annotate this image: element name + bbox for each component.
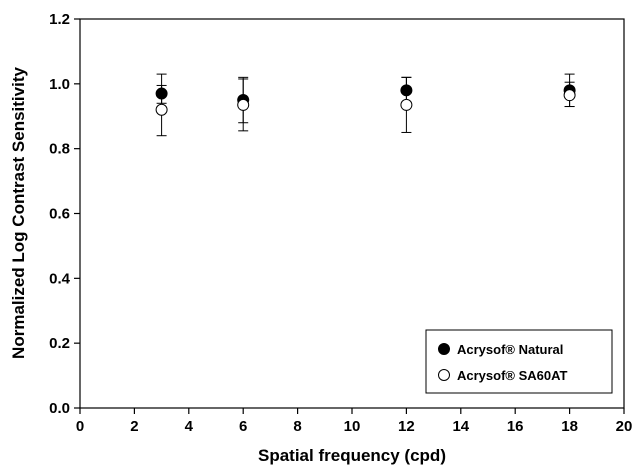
data-point-sa60at — [400, 98, 413, 111]
y-tick-label: 1.2 — [49, 11, 70, 28]
x-axis: 0 2 4 6 8 10 12 14 16 18 20 — [76, 408, 633, 435]
data-point-sa60at — [237, 98, 250, 111]
y-tick-label: 0.4 — [49, 270, 71, 287]
x-tick-label: 2 — [130, 418, 138, 435]
legend-label-natural: Acrysof® Natural — [457, 342, 563, 357]
y-tick-label: 0.6 — [49, 206, 70, 223]
y-tick-label: 1.0 — [49, 76, 70, 93]
y-tick-label: 0.0 — [49, 400, 70, 417]
legend-label-sa60at: Acrysof® SA60AT — [457, 368, 568, 383]
x-axis-title: Spatial frequency (cpd) — [258, 446, 446, 465]
legend-marker-natural — [438, 343, 450, 355]
x-tick-label: 18 — [561, 418, 578, 435]
x-tick-label: 12 — [398, 418, 415, 435]
legend-marker-sa60at — [438, 369, 450, 381]
legend: Acrysof® Natural Acrysof® SA60AT — [425, 329, 613, 394]
data-point-natural — [155, 87, 168, 100]
x-tick-label: 8 — [293, 418, 301, 435]
x-tick-label: 10 — [344, 418, 361, 435]
x-tick-label: 4 — [185, 418, 194, 435]
y-axis: 0.0 0.2 0.4 0.6 0.8 1.0 1.2 — [49, 11, 80, 417]
data-markers — [155, 73, 576, 137]
data-point-natural — [400, 84, 413, 97]
data-point-sa60at — [155, 103, 168, 116]
y-tick-label: 0.2 — [49, 335, 70, 352]
x-tick-label: 0 — [76, 418, 84, 435]
data-point-sa60at — [563, 89, 576, 102]
legend-box — [425, 329, 613, 394]
y-axis-title: Normalized Log Contrast Sensitivity — [9, 67, 28, 359]
y-tick-label: 0.8 — [49, 141, 70, 158]
x-tick-label: 14 — [452, 418, 469, 435]
x-tick-label: 6 — [239, 418, 247, 435]
x-tick-label: 16 — [507, 418, 524, 435]
x-tick-label: 20 — [616, 418, 633, 435]
